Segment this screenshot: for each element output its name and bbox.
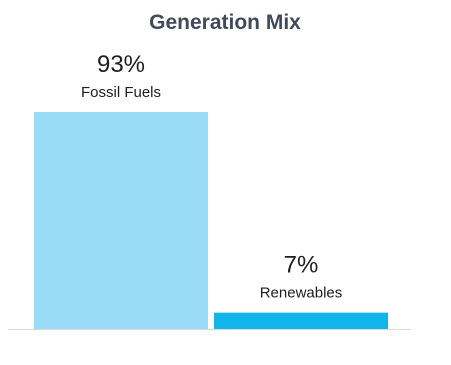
value-label-renewables: 7%	[284, 252, 319, 279]
bars-layer	[34, 112, 388, 329]
value-label-fossil-fuels: 93%	[97, 51, 145, 78]
chart-title: Generation Mix	[149, 11, 301, 34]
labels-layer: 93% Fossil Fuels 7% Renewables	[81, 51, 342, 302]
category-label-fossil-fuels: Fossil Fuels	[81, 84, 161, 101]
bar-renewables	[214, 312, 388, 329]
category-label-renewables: Renewables	[260, 285, 343, 302]
bar-fossil-fuels	[34, 112, 208, 329]
